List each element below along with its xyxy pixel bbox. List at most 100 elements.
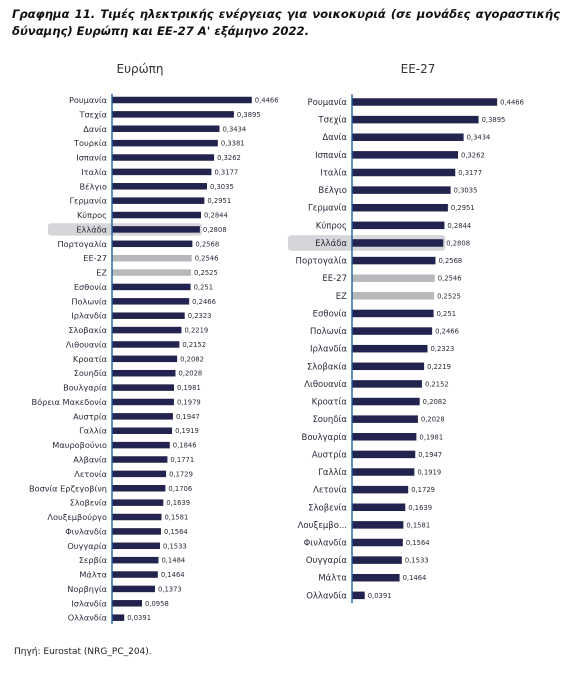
data-label: 0,2028 — [421, 416, 445, 424]
data-label: 0,1639 — [166, 499, 190, 507]
data-label: 0,1533 — [163, 542, 187, 550]
category-label: Αλβανία — [73, 455, 107, 465]
bar — [112, 499, 164, 506]
data-label: 0,2525 — [437, 292, 461, 300]
data-label: 0,0958 — [145, 600, 169, 608]
data-label: 0,1373 — [158, 585, 182, 593]
category-label: Βουλγαρία — [63, 383, 107, 393]
category-label: Κροατία — [73, 354, 107, 364]
data-label: 0,2808 — [203, 226, 227, 234]
data-label: 0,3177 — [458, 169, 482, 177]
category-label: Μάλτα — [79, 570, 107, 580]
data-label: 0,3177 — [214, 168, 238, 176]
bar — [112, 427, 173, 434]
data-label: 0,1947 — [176, 413, 200, 421]
data-label: 0,2951 — [207, 197, 231, 205]
data-label: 0,4466 — [255, 97, 279, 105]
bar — [352, 503, 406, 512]
data-label: 0,1533 — [405, 557, 429, 565]
bar — [352, 521, 404, 529]
data-label: 0,1729 — [411, 486, 435, 494]
category-label: Κροατία — [312, 398, 348, 408]
bar — [352, 573, 400, 582]
category-label: Φινλανδία — [65, 526, 107, 536]
data-label: 0,2323 — [188, 312, 212, 320]
category-label: Λιθουανία — [304, 380, 347, 390]
data-label: 0,1981 — [419, 433, 443, 441]
category-label: Κύπρος — [316, 220, 347, 231]
bar — [112, 111, 234, 118]
bar — [352, 433, 417, 441]
bar — [352, 309, 434, 318]
bar — [352, 591, 365, 600]
bar — [352, 450, 416, 459]
category-label: Βόρεια Μακεδονία — [32, 397, 108, 407]
category-label: ΕΕ-27 — [83, 253, 107, 263]
category-label: Βοσνία Ερζεγοβίνη — [29, 483, 107, 493]
data-label: 0,3035 — [210, 183, 234, 191]
bar — [112, 614, 125, 621]
data-label: 0,2466 — [192, 298, 216, 306]
category-label: Σλοβενία — [70, 498, 107, 508]
bar — [352, 485, 409, 494]
panel-title: ΕΕ-27 — [401, 62, 436, 76]
data-label: 0,2808 — [446, 239, 470, 247]
chart-title: Γραφημα 11. Τιμές ηλεκτρικής ενέργειας γ… — [12, 7, 560, 38]
data-label: 0,1581 — [406, 521, 430, 529]
bar — [352, 344, 428, 353]
data-label: 0,2082 — [423, 398, 447, 406]
category-label: Αυστρία — [312, 450, 348, 460]
data-label: 0,2525 — [194, 269, 218, 277]
bar — [112, 556, 159, 564]
category-label: Πολωνία — [71, 296, 107, 306]
data-label: 0,1846 — [173, 442, 197, 450]
data-label: 0,1564 — [164, 528, 188, 536]
bar — [112, 240, 193, 248]
bar — [112, 269, 192, 276]
category-label: Λετονία — [313, 486, 347, 496]
bar — [112, 384, 175, 391]
category-label: Ελλάδα — [315, 239, 347, 249]
category-label: Αυστρία — [73, 411, 107, 421]
data-label: 0,1919 — [417, 469, 441, 477]
bar — [352, 327, 433, 335]
category-label: Σερβία — [79, 555, 107, 565]
category-label: ΕΖ — [336, 292, 347, 302]
bar — [112, 470, 167, 478]
category-label: Δανία — [83, 124, 107, 134]
bar — [352, 468, 415, 476]
category-label: Φινλανδία — [304, 539, 348, 549]
category-label: Πορτογαλία — [57, 239, 107, 249]
category-label: Ολλανδία — [306, 591, 347, 601]
data-label: 0,3262 — [217, 154, 241, 162]
category-label: Κύπρος — [77, 210, 107, 220]
category-label: Ολλανδία — [68, 613, 107, 623]
category-label: Τουρκία — [73, 138, 107, 148]
data-label: 0,2082 — [180, 355, 204, 363]
bar — [112, 197, 205, 204]
bar — [112, 585, 155, 593]
category-label: Ρουμανία — [69, 95, 107, 105]
bar — [352, 362, 425, 371]
data-label: 0,3381 — [221, 140, 245, 148]
data-label: 0,1979 — [177, 398, 201, 406]
category-label: Ισλανδία — [71, 598, 107, 608]
data-label: 0,2568 — [438, 257, 462, 265]
data-label: 0,3434 — [222, 125, 246, 133]
panel-title: Ευρώπη — [116, 62, 163, 76]
bar — [352, 151, 459, 159]
bar — [352, 133, 464, 141]
data-label: 0,2546 — [195, 255, 219, 263]
data-label: 0,3895 — [482, 116, 506, 124]
data-label: 0,1484 — [161, 557, 185, 565]
category-label: Γερμανία — [308, 204, 347, 214]
data-label: 0,2568 — [195, 240, 219, 248]
bar — [352, 221, 445, 230]
bar — [112, 96, 252, 104]
bar — [352, 239, 444, 247]
bar — [112, 456, 168, 463]
bar — [352, 538, 403, 547]
category-label: Βέλγιο — [318, 185, 347, 196]
category-label: Ελλάδα — [76, 224, 107, 234]
